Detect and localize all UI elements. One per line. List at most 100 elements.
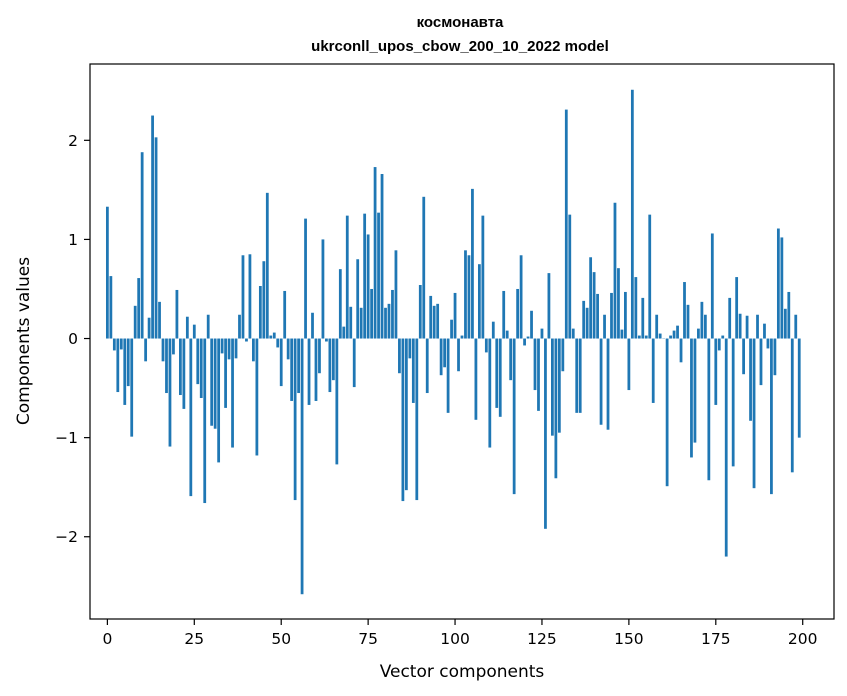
bar: [429, 295, 433, 339]
y-tick-label: 2: [68, 132, 78, 150]
bar: [252, 338, 255, 362]
bar: [185, 316, 189, 339]
bar: [258, 286, 262, 339]
bar: [415, 338, 419, 501]
bar: [203, 338, 207, 504]
bars-group: [105, 89, 801, 595]
bar: [387, 303, 391, 339]
x-tick-label: 125: [527, 630, 557, 648]
bar: [436, 303, 440, 339]
bar: [161, 338, 165, 362]
bar: [669, 335, 672, 339]
bar: [283, 290, 287, 339]
bar: [210, 338, 214, 426]
bar: [401, 338, 405, 502]
bar: [432, 305, 436, 339]
bar: [408, 338, 412, 359]
x-tick-label: 0: [102, 630, 112, 648]
bar: [391, 289, 394, 339]
bar: [227, 338, 231, 360]
bar: [384, 307, 387, 339]
bar: [460, 335, 464, 339]
bar: [352, 338, 356, 388]
bar: [269, 335, 273, 339]
bar: [728, 297, 732, 339]
bar: [363, 213, 367, 339]
bar: [787, 291, 791, 339]
bar: [523, 338, 526, 346]
bar: [192, 324, 196, 339]
bar: [217, 338, 221, 463]
y-axis-ticks: −2 −1 0 1 2: [55, 132, 90, 546]
bar: [477, 264, 481, 339]
bar: [116, 338, 120, 393]
bar: [307, 338, 311, 405]
bar: [464, 250, 467, 339]
bar: [345, 215, 349, 339]
bar: [731, 338, 735, 467]
bar: [756, 314, 759, 339]
bar: [738, 313, 742, 339]
x-tick-label: 200: [788, 630, 818, 648]
bar: [151, 115, 154, 339]
bar: [453, 292, 457, 339]
bar: [272, 332, 276, 339]
bar: [293, 338, 297, 501]
bar: [780, 237, 784, 339]
bar: [241, 255, 245, 339]
bar: [119, 338, 123, 350]
bar: [411, 338, 415, 403]
x-tick-label: 175: [701, 630, 731, 648]
bar: [790, 338, 794, 473]
bar: [404, 338, 408, 491]
bar: [377, 212, 380, 339]
bar: [418, 285, 422, 339]
bar: [109, 276, 113, 339]
bar: [370, 288, 373, 339]
bar: [450, 319, 453, 339]
bar: [133, 305, 137, 339]
bar: [265, 192, 269, 339]
bar: [505, 330, 509, 339]
bar: [794, 314, 798, 339]
bar: [599, 338, 603, 425]
bar: [672, 330, 676, 339]
bar: [498, 338, 502, 417]
bar: [582, 300, 586, 339]
bar: [276, 338, 280, 348]
bar: [627, 338, 631, 391]
bar: [488, 338, 492, 448]
bar: [137, 278, 141, 339]
bar: [620, 329, 624, 339]
bar: [752, 338, 756, 489]
bar: [759, 338, 763, 386]
bar: [425, 338, 429, 394]
bar: [724, 338, 728, 557]
bar: [578, 338, 582, 413]
chart-subtitle: ukrconll_upos_cbow_200_10_2022 model: [311, 38, 609, 55]
bar: [613, 202, 617, 339]
bar: [359, 307, 363, 339]
bar: [690, 338, 693, 458]
bar: [144, 338, 148, 362]
bar: [439, 338, 443, 376]
bar: [290, 338, 294, 401]
bar: [589, 257, 593, 339]
bar: [766, 338, 770, 349]
bar: [338, 269, 342, 339]
bar: [641, 297, 645, 339]
bar: [624, 291, 627, 339]
x-axis-label: Vector components: [380, 662, 545, 682]
bar: [707, 338, 711, 481]
x-tick-label: 150: [614, 630, 644, 648]
bar: [554, 338, 558, 479]
bar: [245, 338, 248, 342]
bar: [331, 338, 335, 381]
bar: [717, 338, 721, 351]
y-tick-label: 1: [68, 231, 78, 249]
x-tick-label: 50: [271, 630, 291, 648]
bar: [745, 315, 749, 339]
bar: [335, 338, 339, 465]
bar: [644, 335, 648, 339]
bar: [714, 338, 718, 405]
